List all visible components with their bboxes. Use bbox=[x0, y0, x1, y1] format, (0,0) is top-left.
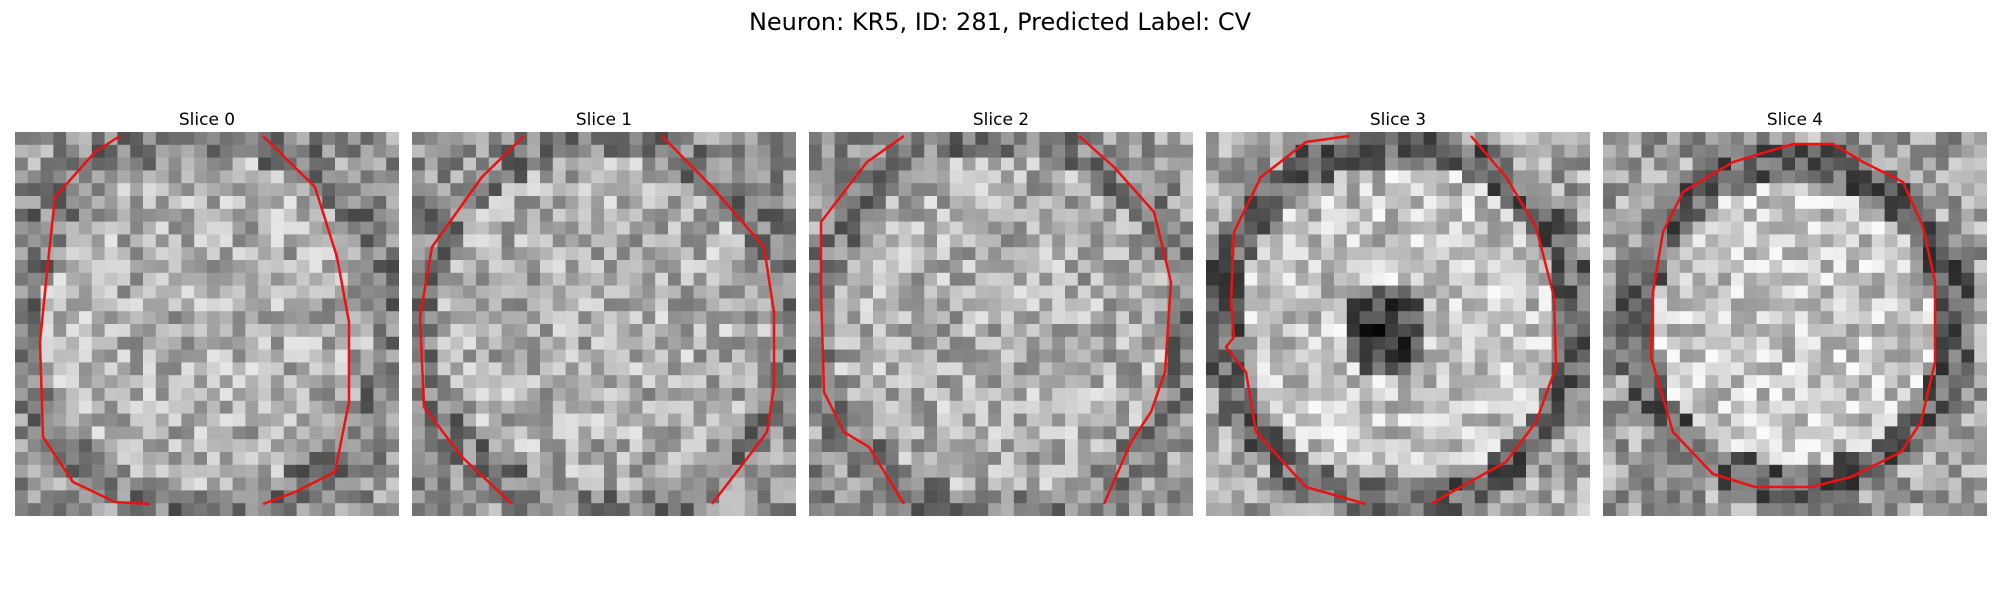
slice-image bbox=[1206, 132, 1590, 516]
segmentation-contour-1 bbox=[1430, 135, 1558, 506]
slice-panel-2: Slice 2 bbox=[809, 108, 1193, 516]
slice-panel-4: Slice 4 bbox=[1603, 108, 1987, 516]
segmentation-contour-0 bbox=[819, 134, 906, 505]
segmentation-contour-0 bbox=[38, 134, 151, 506]
segmentation-contour-0 bbox=[1649, 142, 1937, 489]
slice-panel-1: Slice 1 bbox=[412, 108, 796, 516]
slice-panel-0: Slice 0 bbox=[15, 108, 399, 516]
slice-title: Slice 2 bbox=[972, 110, 1030, 130]
slice-title: Slice 4 bbox=[1766, 110, 1824, 130]
slice-title: Slice 0 bbox=[178, 110, 236, 130]
segmentation-contour-0 bbox=[418, 135, 525, 505]
figure-title: Neuron: KR5, ID: 281, Predicted Label: C… bbox=[748, 8, 1252, 36]
slice-image bbox=[1603, 132, 1987, 516]
segmentation-contour-1 bbox=[1078, 135, 1173, 505]
slice-image bbox=[809, 132, 1193, 516]
slice-title: Slice 3 bbox=[1369, 110, 1427, 130]
slice-image bbox=[15, 132, 399, 516]
slice-title: Slice 1 bbox=[575, 110, 633, 130]
segmentation-contour-1 bbox=[661, 135, 776, 505]
segmentation-contour-0 bbox=[1224, 134, 1367, 506]
slice-panel-3: Slice 3 bbox=[1206, 108, 1590, 516]
segmentation-contour-1 bbox=[262, 135, 351, 506]
slice-image bbox=[412, 132, 796, 516]
